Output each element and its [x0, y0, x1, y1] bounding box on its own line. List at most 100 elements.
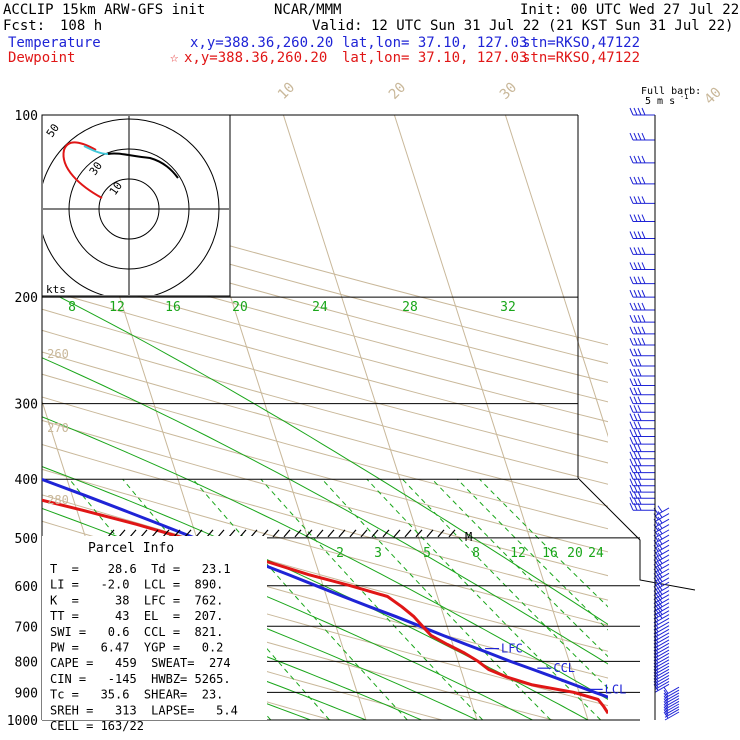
hatch-mark: [415, 529, 423, 538]
barb-staff: [654, 594, 670, 604]
moist-adiabat-line: [42, 600, 367, 720]
barb-flag: [657, 537, 663, 545]
dewpoint-latlon: lat,lon= 37.10, 127.03: [342, 50, 528, 66]
fcst-value: 108 h: [60, 18, 103, 34]
wind-barb: [629, 478, 655, 487]
barb-flag: [637, 262, 642, 270]
barb-flag: [633, 247, 638, 255]
barb-staff: [654, 544, 670, 554]
barb-flag: [637, 491, 642, 499]
barb-flag: [633, 155, 638, 164]
barb-flag: [637, 326, 642, 335]
wind-barb: [629, 368, 655, 377]
parcel-info-box: [42, 536, 267, 720]
temperature-tick-label: 20: [386, 80, 409, 103]
barb-staff: [654, 659, 670, 669]
hatch-mark: [448, 529, 456, 538]
barb-staff: [654, 671, 670, 681]
dewpoint-station: stn=RKSO,47122: [522, 50, 641, 66]
init-time: Init: 00 UTC Wed 27 Jul 22: [520, 2, 740, 18]
parcel-info-title: Parcel Info: [88, 541, 174, 556]
mixing-ratio-line: [366, 478, 602, 720]
barb-staff: [654, 554, 670, 564]
star-icon: ☆: [170, 50, 179, 66]
hatch-mark: [140, 529, 148, 538]
barb-flag: [633, 348, 638, 356]
parcel-info-row: SWI = 0.6 CCL = 821.: [50, 625, 223, 639]
mixing-ratio-label: 24: [312, 300, 328, 315]
parcel-info-row: SREH = 313 LAPSE= 5.4: [50, 703, 238, 717]
barb-staff: [664, 686, 680, 696]
hatch-mark: [162, 529, 170, 538]
barb-staff: [664, 700, 680, 710]
dewpoint-legend: Dewpoint: [8, 50, 76, 66]
barb-flag: [641, 314, 646, 323]
barb-flag: [629, 262, 634, 270]
barb-staff: [654, 559, 670, 569]
pressure-tick-label: 500: [15, 532, 38, 547]
barb-flag: [657, 583, 663, 591]
barb-flag: [633, 451, 638, 459]
barb-flag: [629, 337, 634, 346]
barb-flag: [633, 497, 638, 505]
barb-staff: [654, 652, 670, 662]
barb-flag: [641, 326, 646, 335]
barb-flag: [633, 413, 638, 421]
barb-flag: [637, 413, 642, 421]
barb-flag: [633, 132, 638, 141]
barb-flag: [641, 196, 646, 204]
barb-flag: [657, 612, 663, 619]
pressure-tick-label: 1000: [7, 714, 38, 729]
temperature-profile-line: [42, 477, 608, 699]
barb-legend-title: Full barb:: [641, 86, 701, 97]
mixing-ratio-line: [431, 478, 608, 658]
barb-flag: [633, 214, 638, 222]
barb-flag: [657, 516, 663, 524]
barb-legend-value: 5 m s: [645, 96, 675, 107]
model-title: ACCLIP 15km ARW-GFS init: [3, 2, 206, 18]
level-marker-lfc: LFC: [501, 642, 523, 656]
wind-barb: [663, 708, 680, 718]
wind-barb: [629, 337, 655, 346]
barb-flag: [663, 698, 669, 705]
barb-flag: [629, 302, 634, 311]
wind-barb: [629, 231, 655, 239]
mixing-ratio-label: 16: [542, 546, 558, 561]
barb-flag: [657, 592, 663, 599]
fcst-label: Fcst:: [3, 18, 46, 34]
wind-barb: [629, 444, 655, 453]
barb-staff: [654, 581, 670, 591]
mixing-ratio-label: 20: [567, 546, 583, 561]
wind-barb: [663, 689, 680, 699]
barb-staff: [654, 635, 670, 645]
barb-staff: [654, 668, 670, 678]
barb-staff: [654, 529, 670, 539]
mixing-ratio-line: [479, 478, 608, 608]
barb-flag: [629, 472, 634, 480]
hodograph-ring-label: 10: [107, 179, 125, 197]
barb-flag: [637, 465, 642, 473]
barb-flag: [629, 276, 634, 284]
hodograph-trace-high: [107, 152, 179, 179]
barb-flag: [637, 472, 642, 480]
barb-flag: [629, 421, 634, 429]
hodograph-trace-low: [62, 141, 103, 199]
barb-flag: [629, 429, 634, 437]
hatch-mark: [360, 529, 368, 538]
temperature-station: stn=RKSO,47122: [522, 35, 641, 51]
barb-flag: [663, 700, 669, 708]
parcel-info-row: PW = 6.47 YGP = 0.2: [50, 641, 223, 655]
barb-staff: [654, 572, 670, 582]
barb-flag: [657, 600, 663, 607]
pressure-tick-label: 300: [15, 398, 38, 413]
barb-staff: [664, 711, 680, 721]
wind-barb: [629, 429, 655, 438]
dry-adiabat-line: [42, 308, 608, 464]
barb-staff: [654, 568, 670, 578]
hatch-mark: [393, 529, 401, 538]
barb-flag: [629, 478, 634, 486]
wind-barb: [663, 695, 680, 705]
dry-adiabat-line: [42, 229, 608, 383]
barb-flag: [637, 458, 642, 466]
barb-staff: [654, 662, 670, 672]
